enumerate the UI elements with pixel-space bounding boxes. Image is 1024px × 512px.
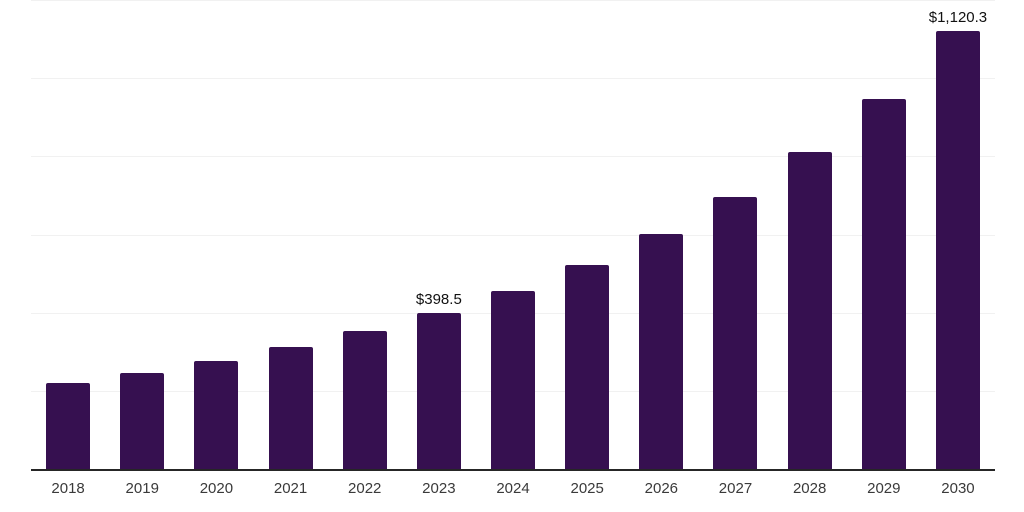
x-tick-label-2029: 2029 [867, 480, 901, 497]
plot-area: $398.5 $1,120.3 [31, 0, 995, 471]
bar-column-2030: $1,120.3 [921, 0, 995, 471]
bar-column-2021 [253, 0, 327, 471]
bar-2020 [194, 361, 239, 469]
bar-column-2028 [773, 0, 847, 471]
x-tick-label-2019: 2019 [125, 480, 159, 497]
bar-2021 [268, 347, 313, 469]
bar-2027 [713, 197, 758, 469]
bar-2024 [491, 291, 536, 469]
x-tick-label-2027: 2027 [718, 480, 753, 497]
bar-column-2018 [31, 0, 105, 471]
bar-2019 [120, 373, 165, 469]
bar-column-2027 [698, 0, 772, 471]
x-tick-label-2030: 2030 [941, 480, 975, 497]
bar-2025 [565, 265, 610, 469]
bar-2018 [46, 383, 91, 469]
x-tick-label-2025: 2025 [570, 480, 604, 497]
bar-column-2029 [847, 0, 921, 471]
bar-2028 [787, 152, 832, 469]
bar-column-2019 [105, 0, 179, 471]
bar-column-2023: $398.5 [402, 0, 476, 471]
data-label-2030: $1,120.3 [928, 9, 988, 27]
bar-2023 [416, 313, 461, 469]
bar-2030 [935, 31, 980, 469]
x-tick-label-2024: 2024 [496, 480, 530, 497]
x-tick-label-2020: 2020 [199, 480, 234, 497]
x-tick-label-2021: 2021 [273, 480, 308, 497]
x-tick-label-2022: 2022 [348, 480, 382, 497]
x-axis-labels: 2018 2019 2020 2021 2022 2023 2024 2025 2026 2027… [31, 480, 995, 497]
bar-2026 [639, 233, 684, 469]
gridline [31, 156, 995, 158]
x-axis-line [31, 469, 995, 471]
bar-2022 [342, 331, 387, 469]
x-tick-label-2018: 2018 [51, 480, 85, 497]
gridline [31, 234, 995, 236]
x-tick-label-2023: 2023 [422, 480, 456, 497]
bar-column-2024 [476, 0, 550, 471]
gridline [31, 78, 995, 80]
x-tick-label-2026: 2026 [644, 480, 679, 497]
gridline [31, 0, 995, 1]
bar-column-2026 [624, 0, 698, 471]
bar-column-2022 [328, 0, 402, 471]
bar-column-2025 [550, 0, 624, 471]
bar-2029 [861, 98, 906, 469]
bar-column-2020 [179, 0, 253, 471]
x-tick-label-2028: 2028 [792, 480, 827, 497]
data-label-2023: $398.5 [415, 291, 462, 309]
